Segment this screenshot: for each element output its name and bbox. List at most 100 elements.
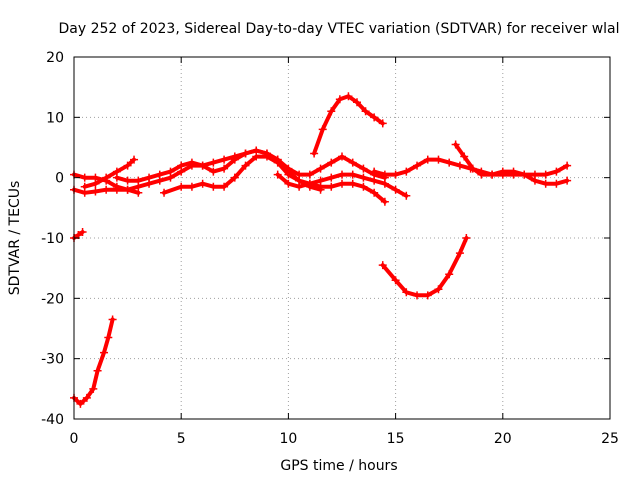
chart-title: Day 252 of 2023, Sidereal Day-to-day VTE… [58,21,619,37]
y-tick-label: -30 [41,352,64,368]
data-point [305,170,314,179]
data-point [370,176,379,185]
data-point [361,107,370,116]
data-point [91,187,100,196]
data-point [241,149,250,158]
data-point [338,152,346,161]
data-point [477,170,486,179]
data-point [338,179,346,188]
series-layer [70,92,572,408]
data-point [391,185,400,194]
x-tick-label: 20 [494,431,512,447]
data-point [316,164,325,173]
data-point [100,348,109,357]
data-point [209,158,218,167]
data-point [327,173,336,182]
data-point [402,167,411,176]
data-point [370,167,379,176]
data-point [198,179,207,188]
data-point [370,188,379,197]
data-point [112,173,121,182]
y-axis-label: SDTVAR / TECUs [7,181,23,296]
data-point [434,285,443,294]
data-point [209,167,218,176]
data-point [455,161,464,170]
data-point [391,170,400,179]
data-point [413,291,422,300]
x-axis-label: GPS time / hours [280,458,397,474]
data-point [273,170,282,179]
data-point [177,182,186,191]
data-point [262,152,271,161]
data-point [93,366,102,375]
data-point [252,152,261,161]
data-point [327,182,336,191]
data-point [460,152,469,161]
y-tick-label: -40 [41,412,64,428]
data-point [423,291,432,300]
x-tick-label: 25 [601,431,619,447]
data-point [359,164,368,173]
data-point [102,173,111,182]
y-tick-label: 10 [46,110,64,126]
data-point [378,119,387,128]
data-point [370,113,379,122]
data-point [402,288,411,297]
data-point [488,170,497,179]
data-point [451,140,460,149]
data-point [348,179,357,188]
data-point [468,164,477,173]
data-point [391,276,400,285]
data-point [380,197,389,206]
data-point [445,270,454,279]
data-point [112,185,121,194]
data-point [305,179,314,188]
y-tick-label: 20 [46,50,64,66]
data-point [104,333,113,342]
data-point [220,155,229,164]
data-point [552,167,561,176]
data-point [520,170,529,179]
data-point [284,179,293,188]
data-point [220,164,229,173]
x-axis-ticks: 0 5 10 15 20 25 [70,57,619,447]
data-point [327,107,336,116]
data-point [80,182,89,191]
data-point [78,227,87,236]
data-point [530,176,539,185]
data-point [434,155,443,164]
data-point [455,249,464,258]
data-point [76,399,85,408]
data-point [563,161,572,170]
data-point [338,170,346,179]
data-point [413,161,422,170]
data-point [160,188,169,197]
x-tick-label: 15 [387,431,405,447]
data-point [155,170,164,179]
data-point [344,92,353,101]
data-point [295,182,304,191]
data-point [563,176,572,185]
data-point [89,384,98,393]
data-point [134,176,143,185]
x-tick-label: 5 [177,431,186,447]
data-point [123,185,132,194]
data-point [552,179,561,188]
data-point [123,176,132,185]
data-point [130,155,139,164]
data-point [348,170,357,179]
data-point [91,179,100,188]
data-point [316,176,325,185]
data-point [378,261,387,270]
x-tick-label: 10 [279,431,297,447]
data-point [187,182,196,191]
data-point [380,179,389,188]
data-point [230,173,239,182]
data-point [498,167,507,176]
data-point [310,149,319,158]
data-point [166,167,175,176]
data-point [220,182,229,191]
data-point [241,161,250,170]
data-point [423,155,432,164]
